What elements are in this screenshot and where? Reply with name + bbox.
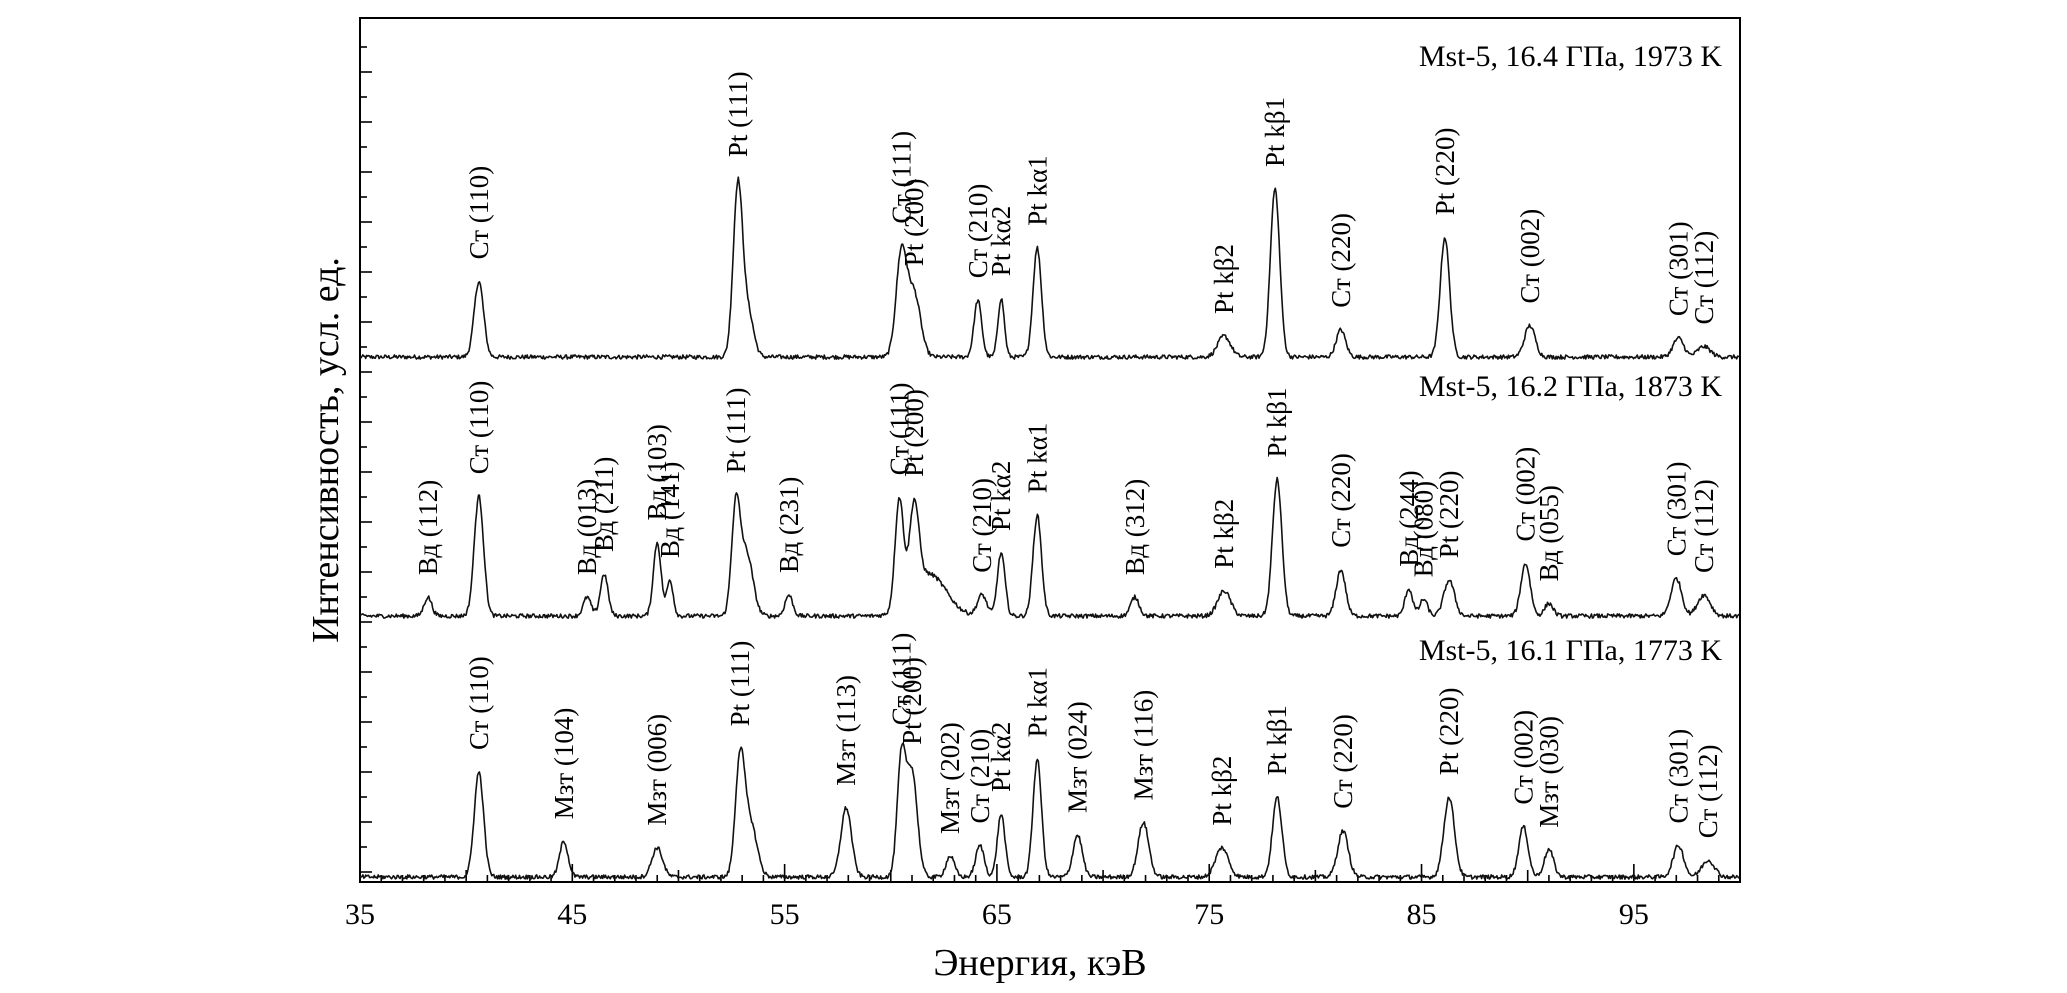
peak-label: Ст (110) [464, 381, 494, 475]
x-tick-label: 55 [770, 898, 800, 931]
peak-label: Ст (111) [884, 383, 914, 476]
series-group [359, 176, 1740, 880]
peak-label: Ст (002) [1515, 209, 1545, 304]
peak-label: Вд (312) [1120, 479, 1150, 575]
peak-label: Pt kα1 [1022, 155, 1052, 225]
peak-label: Pt kα1 [1022, 667, 1052, 737]
peak-label: Ст (110) [464, 166, 494, 260]
peak-label: Pt kβ1 [1260, 97, 1290, 167]
peak-label: Ст (301) [1663, 729, 1693, 824]
peak-labels: Ст (110)Pt (111)Ст (111)Pt (200) Ст (210)… [413, 71, 1723, 838]
peak-label: Pt (200) [899, 389, 929, 477]
x-tick-label: 65 [982, 898, 1012, 931]
peak-label: Ст (002) [1508, 710, 1538, 805]
peak-label: Вд (231) [774, 477, 804, 573]
peak-label: Вд (055) [1534, 485, 1564, 581]
x-tick-labels: 35 45 55 65 75 85 95 [345, 898, 1649, 931]
peak-label: Вд (112) [413, 480, 443, 575]
spectrum-line-1 [359, 176, 1740, 360]
peak-label: Ст (301) [1663, 221, 1693, 316]
spectrum-annotation-2: Mst-5, 16.2 ГПа, 1873 K [1419, 370, 1722, 403]
peak-label: Pt kβ2 [1209, 244, 1239, 314]
peak-label: Мзт (030) [1534, 716, 1564, 828]
peak-label: Pt (111) [725, 641, 755, 727]
x-tick-label: 35 [345, 898, 375, 931]
x-tick-label: 45 [557, 898, 587, 931]
x-tick-label: 95 [1619, 898, 1649, 931]
peak-label: Ст (110) [464, 656, 494, 750]
peak-label: Pt (200) [899, 178, 929, 266]
peak-label: Ст (210) [967, 478, 997, 573]
peak-label: Pt (200) [897, 657, 927, 745]
peak-label: Pt kβ2 [1209, 499, 1239, 569]
peak-label: Ст (220) [1328, 714, 1358, 809]
peak-label: Pt (220) [1434, 687, 1464, 775]
peak-label: Ст (111) [886, 633, 916, 726]
spectrum-annotation-3: Mst-5, 16.1 ГПа, 1773 K [1419, 634, 1722, 667]
peak-label: Pt (111) [721, 388, 751, 474]
x-tick-label: 75 [1194, 898, 1224, 931]
peak-label: Мзт (113) [831, 675, 861, 786]
peak-label: Мзт (104) [549, 708, 579, 820]
peak-label: Ст (210) [965, 729, 995, 824]
peak-label: Ст (220) [1326, 213, 1356, 308]
spectrum-line-3 [359, 742, 1740, 880]
peak-label: Вд (141) [655, 462, 685, 558]
y-axis-title: Интенсивность, усл. ед. [305, 257, 347, 643]
peak-label: Pt kα2 [986, 461, 1016, 531]
peak-label: Pt kβ2 [1207, 756, 1237, 826]
peak-label: Pt (220) [1434, 471, 1464, 559]
peak-label: Ст (210) [963, 184, 993, 279]
plot-frame [359, 17, 1741, 883]
peak-label: Ст (301) [1661, 462, 1691, 557]
peak-label: Ст (112) [1689, 479, 1719, 573]
peak-label: Pt kα1 [1022, 423, 1052, 493]
peak-label: Мзт (116) [1128, 690, 1158, 801]
peak-label: Pt (220) [1430, 128, 1460, 216]
peak-label: Ст (112) [1693, 745, 1723, 839]
x-tick-label: 85 [1407, 898, 1437, 931]
peak-label: Мзт (024) [1063, 701, 1093, 813]
spectrum-annotations: Mst-5, 16.4 ГПа, 1973 K Mst-5, 16.2 ГПа, … [1419, 40, 1722, 667]
peak-label: Мзт (006) [642, 714, 672, 826]
peak-label: Ст (002) [1511, 447, 1541, 542]
peak-label: Вд (244) [1394, 470, 1424, 566]
peak-label: Pt kβ1 [1262, 705, 1292, 775]
peak-label: Ст (111) [886, 131, 916, 224]
peak-label: Вд (103) [642, 424, 672, 520]
peak-label: Pt (111) [723, 71, 753, 157]
peak-label: Мзт (202) [935, 722, 965, 834]
peak-label: Ст (220) [1326, 453, 1356, 548]
spectrum-annotation-1: Mst-5, 16.4 ГПа, 1973 K [1419, 40, 1722, 73]
peak-label: Вд (080) [1409, 481, 1439, 577]
x-axis-title: Энергия, кэВ [933, 942, 1146, 984]
peak-label: Pt kβ1 [1262, 387, 1292, 457]
peak-label: Вд (211) [589, 457, 619, 552]
peak-label: Вд (013) [572, 479, 602, 575]
spectrum-line-2 [359, 476, 1740, 619]
peak-label: Pt kα2 [986, 206, 1016, 276]
peak-label: Pt kα2 [986, 722, 1016, 792]
plot-border [359, 17, 1741, 883]
peak-label: Ст (112) [1689, 231, 1719, 325]
